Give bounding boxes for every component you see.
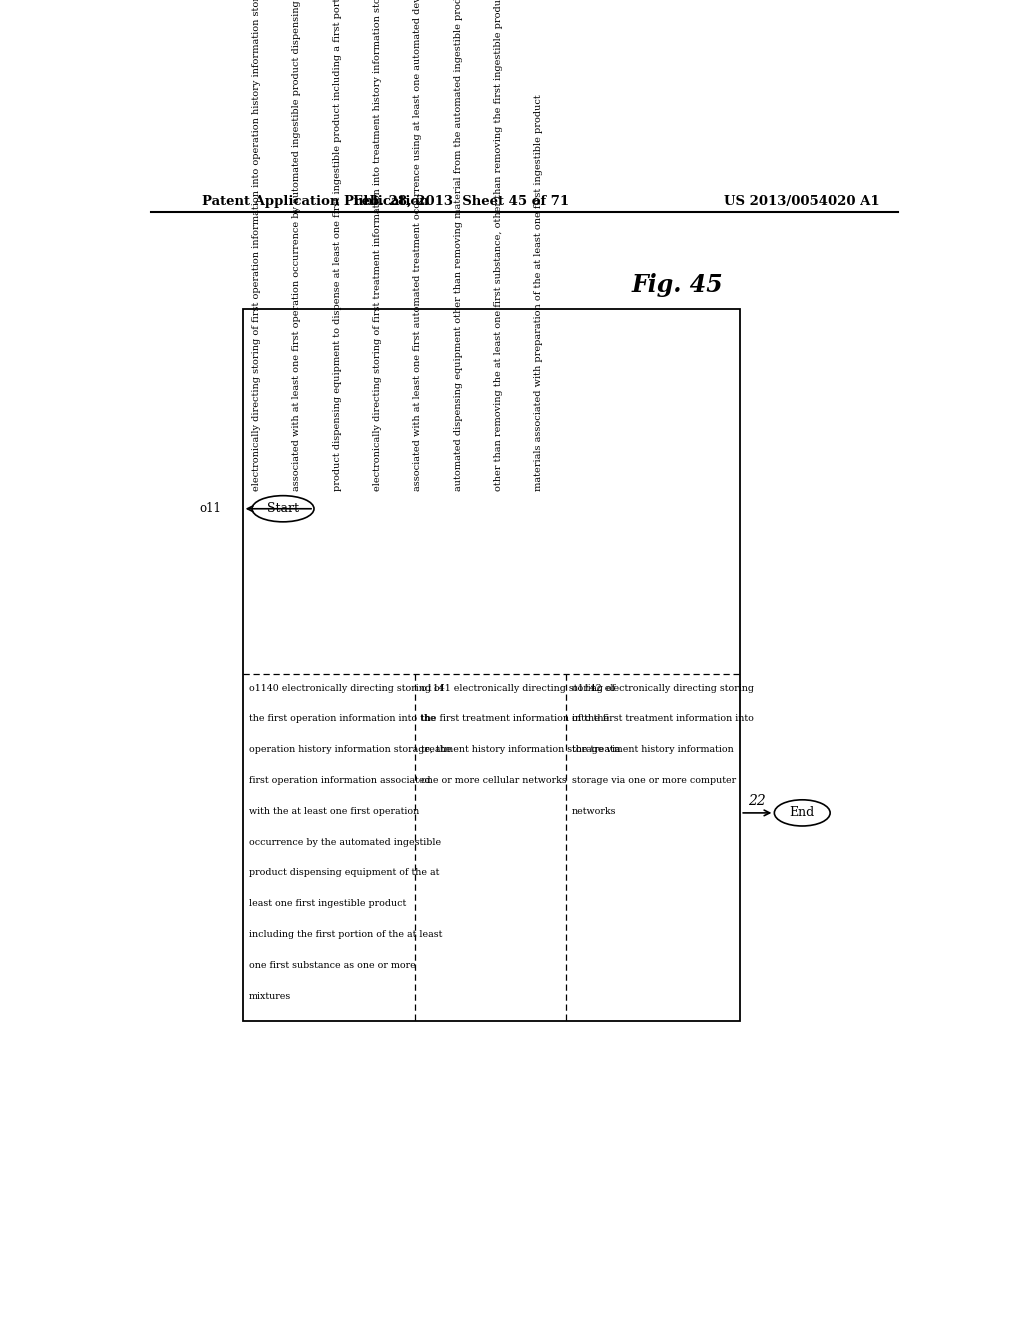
Text: the treatment history information: the treatment history information xyxy=(572,744,734,754)
Text: o1142 electronically directing storing: o1142 electronically directing storing xyxy=(572,684,754,693)
Text: with the at least one first operation: with the at least one first operation xyxy=(249,807,419,816)
Bar xyxy=(243,309,740,1020)
Text: of the first treatment information into: of the first treatment information into xyxy=(572,714,754,723)
Ellipse shape xyxy=(252,495,314,521)
Text: materials associated with preparation of the at least one first ingestible produ: materials associated with preparation of… xyxy=(535,95,544,491)
Text: the first treatment information into the: the first treatment information into the xyxy=(421,714,609,723)
Text: other than removing the at least one first substance, other than removing the fi: other than removing the at least one fir… xyxy=(494,0,503,491)
Text: least one first ingestible product: least one first ingestible product xyxy=(249,899,407,908)
Text: Start: Start xyxy=(267,502,299,515)
Text: Patent Application Publication: Patent Application Publication xyxy=(202,195,428,209)
Text: one first substance as one or more: one first substance as one or more xyxy=(249,961,416,970)
Text: mixtures: mixtures xyxy=(249,991,291,1001)
Text: the first operation information into the: the first operation information into the xyxy=(249,714,435,723)
Text: occurrence by the automated ingestible: occurrence by the automated ingestible xyxy=(249,838,441,846)
Text: storage via one or more computer: storage via one or more computer xyxy=(572,776,736,785)
Text: one or more cellular networks: one or more cellular networks xyxy=(421,776,566,785)
Text: Feb. 28, 2013  Sheet 45 of 71: Feb. 28, 2013 Sheet 45 of 71 xyxy=(353,195,569,209)
Text: treatment history information storage via: treatment history information storage vi… xyxy=(421,744,621,754)
Ellipse shape xyxy=(774,800,830,826)
Text: US 2013/0054020 A1: US 2013/0054020 A1 xyxy=(724,195,880,209)
Text: automated dispensing equipment other than removing material from the automated i: automated dispensing equipment other tha… xyxy=(454,0,463,491)
Text: o1141 electronically directing storing of: o1141 electronically directing storing o… xyxy=(421,684,615,693)
Text: electronically directing storing of first operation information into operation h: electronically directing storing of firs… xyxy=(252,0,261,491)
Text: product dispensing equipment to dispense at least one first ingestible product i: product dispensing equipment to dispense… xyxy=(333,0,342,491)
Text: associated with at least one first automated treatment occurrence using at least: associated with at least one first autom… xyxy=(414,0,422,491)
Text: operation history information storage, the: operation history information storage, t… xyxy=(249,744,452,754)
Text: associated with at least one first operation occurrence by automated ingestible : associated with at least one first opera… xyxy=(293,0,301,491)
Text: End: End xyxy=(790,807,815,820)
Text: first operation information associated: first operation information associated xyxy=(249,776,430,785)
Text: Fig. 45: Fig. 45 xyxy=(632,273,724,297)
Text: product dispensing equipment of the at: product dispensing equipment of the at xyxy=(249,869,439,878)
Text: including the first portion of the at least: including the first portion of the at le… xyxy=(249,929,442,939)
Text: 22: 22 xyxy=(749,793,766,808)
Text: electronically directing storing of first treatment information into treatment h: electronically directing storing of firs… xyxy=(373,0,382,491)
Text: o11: o11 xyxy=(200,502,221,515)
Text: o1140 electronically directing storing of: o1140 electronically directing storing o… xyxy=(249,684,443,693)
Text: networks: networks xyxy=(572,807,616,816)
